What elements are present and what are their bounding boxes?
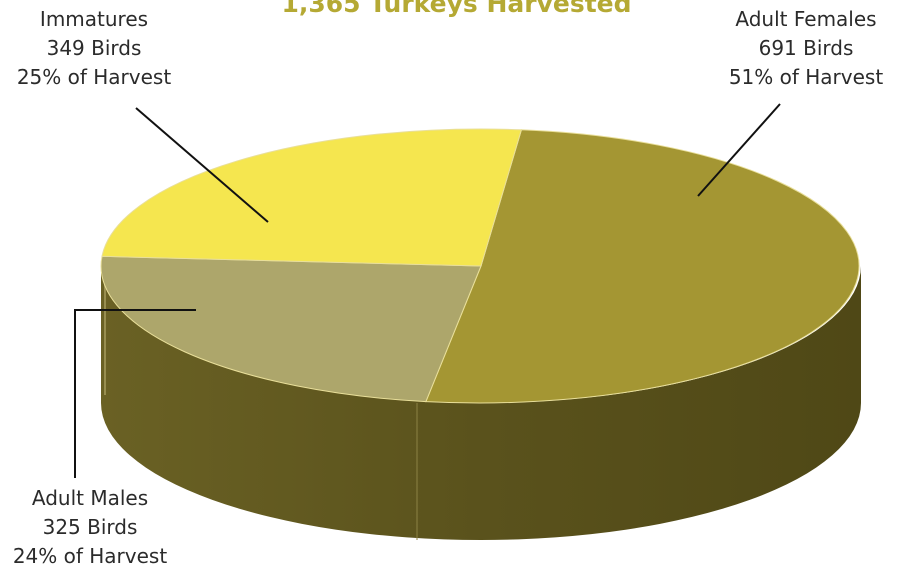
label-adult-males: Adult Males 325 Birds 24% of Harvest [0, 484, 180, 571]
leader-line-immatures [135, 107, 269, 223]
slice-count: 325 Birds [42, 515, 138, 539]
slice-name: Immatures [39, 7, 149, 31]
slice-share: 51% of Harvest [728, 65, 884, 89]
pie-slice-immatures [101, 128, 523, 267]
slice-count: 349 Birds [46, 36, 142, 60]
slice-count: 691 Birds [758, 36, 854, 60]
pie-slice-adult-males [100, 255, 482, 403]
chart-title: 1,365 Turkeys Harvested [281, 0, 632, 18]
leader-line-adult-females [697, 103, 781, 197]
leader-line-adult-males [74, 309, 196, 478]
label-immatures: Immatures 349 Birds 25% of Harvest [0, 5, 188, 92]
pie-slice-adult-females [425, 129, 860, 404]
slice-name: Adult Females [735, 7, 877, 31]
slice-share: 24% of Harvest [12, 544, 168, 568]
slice-share: 25% of Harvest [16, 65, 172, 89]
slice-name: Adult Males [31, 486, 149, 510]
label-adult-females: Adult Females 691 Birds 51% of Harvest [706, 5, 906, 92]
